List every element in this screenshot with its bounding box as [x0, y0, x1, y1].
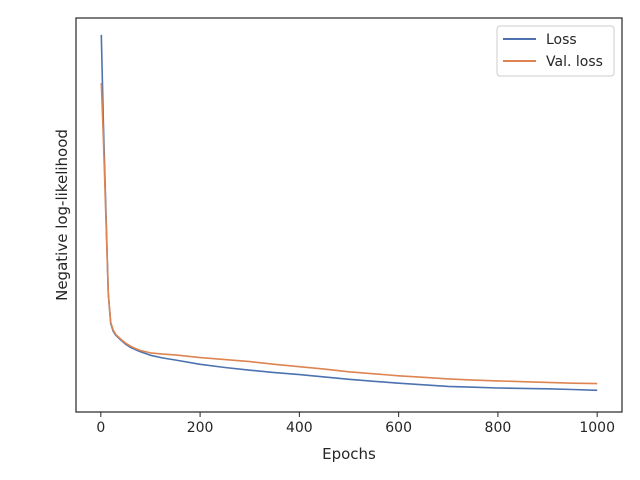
plot-area — [76, 18, 622, 412]
x-tick-label: 1000 — [579, 420, 615, 436]
x-tick-label: 400 — [286, 420, 313, 436]
series-layer — [100, 34, 598, 392]
x-tick-label: 200 — [187, 420, 214, 436]
legend-label-val-loss: Val. loss — [546, 54, 603, 70]
legend: Loss Val. loss — [496, 25, 615, 77]
legend-label-loss: Loss — [546, 32, 577, 48]
y-axis-label: Negative log-likelihood — [53, 129, 71, 301]
x-tick-label: 0 — [96, 420, 105, 436]
x-axis-label: Epochs — [322, 445, 376, 463]
x-tick-label: 600 — [385, 420, 412, 436]
x-tick-label: 800 — [485, 420, 512, 436]
series-line-val-loss — [100, 82, 598, 385]
plot-frame — [75, 17, 623, 413]
x-axis-ticks: 0 200 400 600 800 1000 — [96, 412, 615, 436]
